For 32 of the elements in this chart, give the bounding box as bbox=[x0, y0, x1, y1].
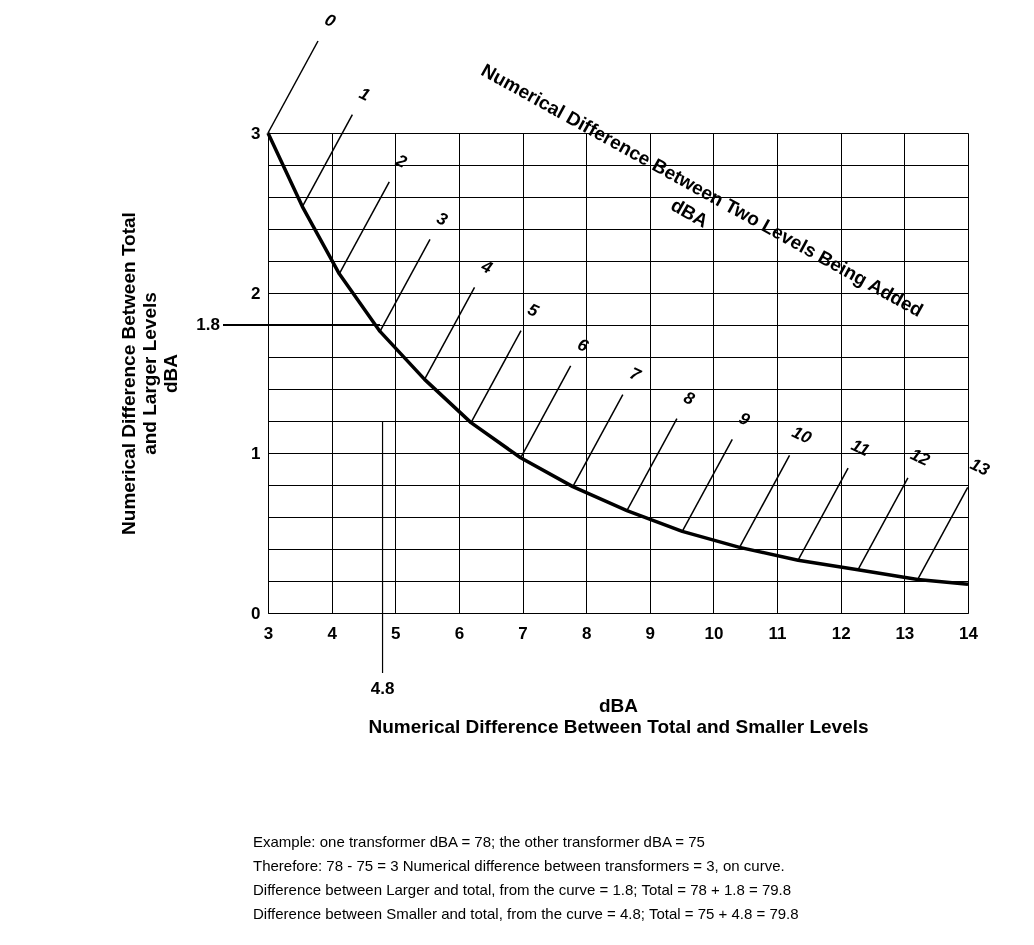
annotation: 13 bbox=[967, 454, 994, 480]
y-axis-title: Numerical Difference Between Total and Larger Levels dBA bbox=[118, 212, 182, 535]
x-tick-label: 9 bbox=[645, 623, 656, 643]
y-tick-label: 2 bbox=[251, 283, 261, 303]
annotation: 5 bbox=[524, 299, 542, 321]
y-tick-label: 3 bbox=[251, 123, 261, 143]
x-tick-label: 10 bbox=[704, 623, 724, 643]
annotation: 7 bbox=[626, 363, 645, 386]
annotation: 3 bbox=[433, 208, 451, 230]
y-tick-label: 0 bbox=[251, 603, 261, 623]
annotation: 4 bbox=[477, 255, 496, 278]
x-tick-label: 11 bbox=[768, 623, 787, 643]
x-tick-label: 4 bbox=[327, 623, 338, 643]
y-tick-label: 1 bbox=[251, 443, 261, 463]
annotation: 0 bbox=[321, 9, 339, 32]
ref-line-label: 1.8 bbox=[196, 315, 220, 334]
x-tick-label: 7 bbox=[518, 623, 528, 643]
text: Therefore: 78 - 75 = 3 Numerical difference between transformers = 3, on curve. bbox=[253, 857, 785, 874]
x-tick-label: 5 bbox=[391, 623, 401, 643]
annotation: 10 bbox=[789, 422, 815, 448]
annotation: 8 bbox=[680, 387, 698, 409]
annotation: 1 bbox=[356, 83, 373, 105]
x-tick-label: 8 bbox=[581, 623, 592, 643]
annotation: 11 bbox=[848, 435, 873, 461]
text: Example: one transformer dBA = 78; the other transformer dBA = 75 bbox=[253, 833, 705, 850]
x-tick-label: 13 bbox=[895, 623, 915, 643]
x-tick-label: 12 bbox=[831, 623, 851, 643]
text: Difference between Larger and total, from the curve = 1.8; Total = 78 + 1.8 = 79.8 bbox=[253, 881, 792, 898]
text: Difference between Smaller and total, from the curve = 4.8; Total = 75 + 4.8 = 79.8 bbox=[253, 905, 799, 922]
x-tick-label: 6 bbox=[454, 623, 465, 643]
annotation: 12 bbox=[907, 444, 934, 471]
x-tick-label: 14 bbox=[959, 623, 979, 643]
